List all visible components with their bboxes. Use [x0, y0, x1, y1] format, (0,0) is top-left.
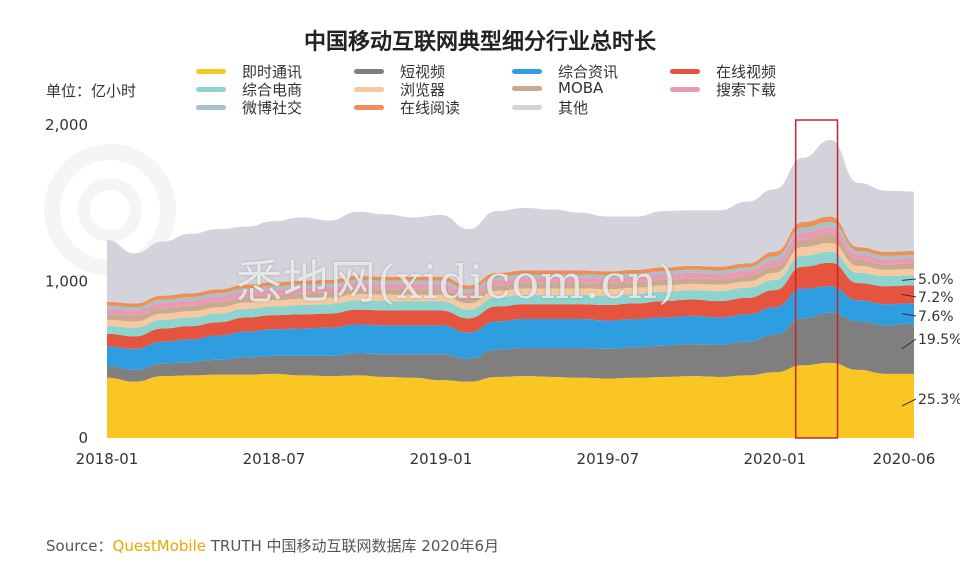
legend-label: 在线阅读 — [400, 99, 461, 117]
legend-label: 短视频 — [400, 63, 446, 81]
chart-title: 中国移动互联网典型细分行业总时长 — [303, 30, 656, 55]
highlight-box — [794, 119, 839, 439]
legend-swatch — [196, 87, 226, 92]
area-series-3 — [107, 262, 914, 349]
y-tick-label: 1,000 — [45, 273, 88, 291]
area-series-10 — [107, 139, 914, 304]
annotation-leader — [901, 293, 917, 298]
area-series-4 — [107, 251, 914, 337]
area-series-5 — [107, 243, 914, 328]
legend-item: 综合资讯 — [512, 61, 618, 82]
legend-item: 其他 — [512, 97, 588, 118]
legend-swatch — [354, 105, 384, 110]
area-series-0 — [107, 362, 914, 438]
x-tick-label: 2018-07 — [243, 450, 306, 468]
legend-item: 综合电商 — [196, 79, 302, 100]
legend-swatch — [354, 87, 384, 92]
area-series-7 — [107, 226, 914, 316]
chart-legend: 即时通讯 短视频 综合资讯 在线视频综合电商 浏览器 MOBA 搜索下载微博社交 在线阅读 其他 — [0, 0, 960, 120]
annotation-leader — [901, 398, 917, 407]
legend-item: 微博社交 — [196, 97, 302, 118]
legend-swatch — [512, 105, 542, 110]
y-tick-label: 0 — [78, 429, 88, 447]
source-brand: QuestMobile — [112, 537, 206, 555]
legend-item: 短视频 — [354, 61, 445, 82]
legend-swatch — [196, 105, 226, 110]
legend-swatch — [512, 69, 542, 74]
legend-swatch — [354, 69, 384, 74]
share-annotation: 7.2% — [918, 290, 954, 306]
legend-label: 微博社交 — [242, 99, 303, 117]
annotation-leader — [901, 338, 917, 350]
legend-item: 在线视频 — [670, 61, 776, 82]
legend-swatch — [512, 85, 542, 91]
legend-label: 其他 — [558, 99, 589, 117]
legend-item: 在线阅读 — [354, 97, 460, 118]
x-tick-label: 2018-01 — [76, 450, 139, 468]
share-annotation: 7.6% — [918, 309, 954, 325]
legend-label: 综合资讯 — [558, 63, 619, 81]
source-prefix: Source： — [46, 537, 113, 555]
area-series-6 — [107, 234, 914, 322]
share-annotation: 19.5% — [918, 332, 960, 348]
annotation-leader — [901, 278, 917, 281]
y-tick-label: 2,000 — [45, 116, 88, 134]
watermark-text: 悉地网(xidicom.cn) — [236, 255, 677, 309]
legend-item: 浏览器 — [354, 79, 445, 100]
share-annotation: 5.0% — [918, 272, 954, 288]
legend-item: 搜索下载 — [670, 79, 776, 100]
source-rest: TRUTH 中国移动互联网数据库 2020年6月 — [205, 537, 500, 555]
area-series-2 — [107, 286, 914, 370]
x-tick-label: 2020-01 — [744, 450, 807, 468]
share-annotation: 25.3% — [918, 392, 960, 408]
unit-label: 单位：亿小时 — [46, 82, 137, 100]
legend-swatch — [670, 69, 700, 74]
legend-label: MOBA — [558, 79, 604, 97]
x-tick-label: 2020-06 — [873, 450, 936, 468]
area-series-1 — [107, 312, 914, 382]
source-note: Source：QuestMobile TRUTH 中国移动互联网数据库 2020… — [46, 535, 499, 556]
legend-swatch — [670, 87, 700, 92]
legend-label: 综合电商 — [242, 81, 303, 99]
legend-label: 搜索下载 — [716, 81, 777, 99]
legend-item: 即时通讯 — [196, 61, 302, 82]
legend-label: 即时通讯 — [242, 63, 303, 81]
legend-swatch — [196, 69, 226, 74]
annotation-leader — [901, 313, 917, 317]
legend-item: MOBA — [512, 79, 603, 97]
legend-label: 在线视频 — [716, 63, 777, 81]
legend-label: 浏览器 — [400, 81, 446, 99]
x-tick-label: 2019-07 — [577, 450, 640, 468]
x-tick-label: 2019-01 — [410, 450, 473, 468]
